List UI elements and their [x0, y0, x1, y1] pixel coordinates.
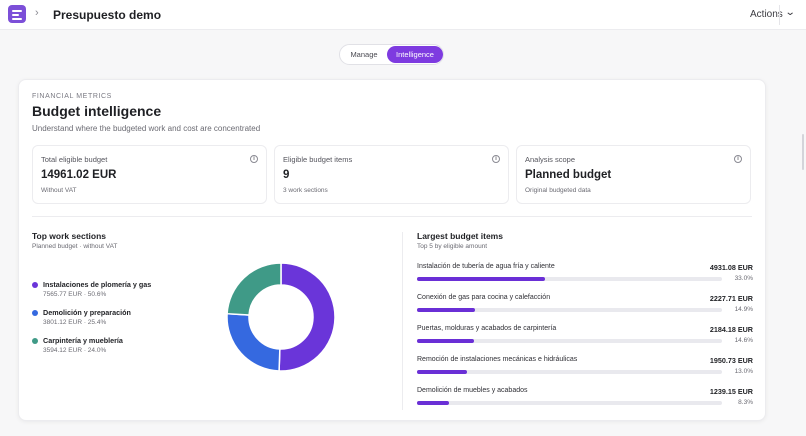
chevron-down-icon[interactable]: ⌄ [784, 7, 796, 18]
budget-item-row[interactable]: Remoción de instalaciones mecánicas e hi… [417, 356, 753, 384]
item-amount: 1239.15 EUR [709, 387, 753, 396]
legend-name: Demolición y preparación [43, 308, 131, 317]
item-progress-track [417, 339, 722, 343]
legend-dot [32, 338, 38, 344]
item-percentage: 14.9% [734, 306, 753, 313]
item-progress-fill [417, 308, 475, 312]
largest-items-title: Largest budget items [417, 231, 503, 241]
item-name: Conexión de gas para cocina y calefacció… [417, 294, 551, 301]
item-progress-fill [417, 277, 546, 281]
top-work-sections-subtitle: Planned budget · without VAT [32, 243, 118, 250]
metric-total-eligible-budget: Total eligible budget i 14961.02 EUR Wit… [32, 145, 267, 204]
item-progress-track [417, 277, 722, 281]
budget-item-row[interactable]: Instalación de tubería de agua fría y ca… [417, 263, 753, 291]
info-icon[interactable]: i [492, 155, 500, 163]
budget-intelligence-card: FINANCIAL METRICS Budget intelligence Un… [18, 79, 766, 421]
item-percentage: 13.0% [734, 368, 753, 375]
legend-name: Instalaciones de plomería y gas [43, 280, 152, 289]
item-percentage: 8.3% [738, 399, 753, 406]
metric-note: Original budgeted data [525, 187, 591, 194]
budget-item-row[interactable]: Puertas, molduras y acabados de carpinte… [417, 325, 753, 353]
section-eyebrow: FINANCIAL METRICS [32, 93, 112, 100]
slice-plomeria-gas[interactable] [278, 262, 336, 372]
metric-eligible-budget-items: Eligible budget items i 9 3 work section… [274, 145, 509, 204]
tab-intelligence[interactable]: Intelligence [387, 46, 443, 63]
item-percentage: 14.6% [734, 337, 753, 344]
metric-value: Planned budget [525, 169, 612, 181]
item-progress-fill [417, 339, 474, 343]
legend-item: Carpintería y mueblería 3594.12 EUR · 24… [32, 336, 202, 360]
info-icon[interactable]: i [734, 155, 742, 163]
item-name: Instalación de tubería de agua fría y ca… [417, 263, 555, 270]
card-title: Budget intelligence [32, 103, 162, 119]
item-name: Puertas, molduras y acabados de carpinte… [417, 325, 557, 332]
legend-dot [32, 310, 38, 316]
slice-carpinteria[interactable] [226, 262, 282, 316]
legend-item: Instalaciones de plomería y gas 7565.77 … [32, 280, 202, 304]
metric-value: 14961.02 EUR [41, 169, 117, 181]
item-name: Remoción de instalaciones mecánicas e hi… [417, 356, 578, 363]
divider [402, 232, 403, 410]
app-logo-icon[interactable] [8, 5, 26, 23]
legend-detail: 3801.12 EUR · 25.4% [43, 319, 107, 326]
sections-donut-chart [226, 262, 336, 372]
legend-detail: 7565.77 EUR · 50.6% [43, 291, 107, 298]
slice-demolicion[interactable] [226, 312, 281, 372]
view-switcher: Manage Intelligence [339, 44, 444, 65]
page-title: Presupuesto demo [53, 8, 162, 22]
actions-divider [779, 5, 780, 25]
item-progress-fill [417, 370, 468, 374]
legend-item: Demolición y preparación 3801.12 EUR · 2… [32, 308, 202, 332]
item-progress-track [417, 370, 722, 374]
tab-manage[interactable]: Manage [350, 50, 378, 59]
item-progress-fill [417, 401, 450, 405]
metric-label: Eligible budget items [283, 155, 353, 164]
legend-dot [32, 282, 38, 288]
divider [32, 216, 752, 217]
top-bar: › Presupuesto demo Actions ⌄ [0, 0, 806, 30]
legend-detail: 3594.12 EUR · 24.0% [43, 347, 107, 354]
item-amount: 2227.71 EUR [709, 294, 753, 303]
top-work-sections-title: Top work sections [32, 231, 106, 241]
item-amount: 4931.08 EUR [709, 263, 753, 272]
item-amount: 2184.18 EUR [709, 325, 753, 334]
largest-items-subtitle: Top 5 by eligible amount [417, 243, 488, 250]
legend-name: Carpintería y mueblería [43, 336, 123, 345]
metric-label: Analysis scope [525, 155, 576, 164]
budget-item-row[interactable]: Conexión de gas para cocina y calefacció… [417, 294, 753, 322]
card-subtitle: Understand where the budgeted work and c… [32, 124, 261, 133]
budget-item-row[interactable]: Demolición de muebles y acabados 1239.15… [417, 387, 753, 415]
metric-value: 9 [283, 169, 290, 181]
item-progress-track [417, 401, 722, 405]
scrollbar[interactable] [802, 134, 804, 170]
metric-note: Without VAT [41, 187, 77, 194]
metric-note: 3 work sections [283, 187, 328, 194]
metric-analysis-scope: Analysis scope i Planned budget Original… [516, 145, 751, 204]
actions-button[interactable]: Actions [750, 9, 783, 20]
info-icon[interactable]: i [250, 155, 258, 163]
chevron-right-icon: › [35, 7, 39, 19]
metric-label: Total eligible budget [41, 155, 108, 164]
item-amount: 1950.73 EUR [709, 356, 753, 365]
item-percentage: 33.0% [734, 275, 753, 282]
item-progress-track [417, 308, 722, 312]
item-name: Demolición de muebles y acabados [417, 387, 528, 394]
